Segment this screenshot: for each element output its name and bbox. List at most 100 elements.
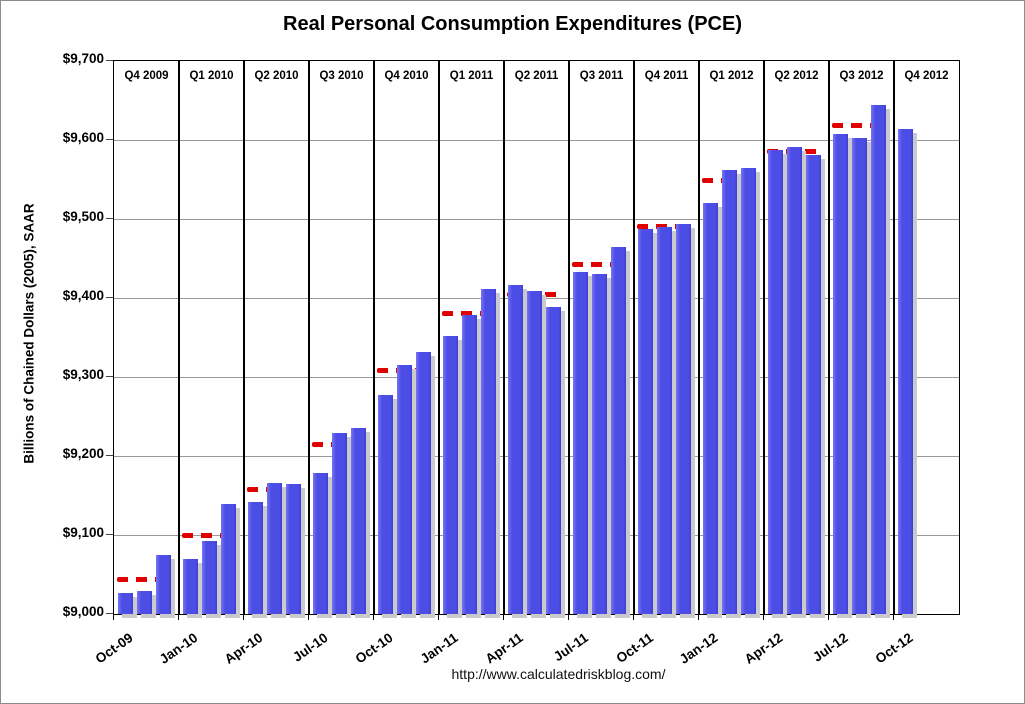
bar-feb-11: [462, 315, 477, 614]
y-tick-9000: [106, 613, 113, 614]
x-tick-label-oct-12: Oct-12: [872, 630, 916, 667]
bar-sep-10: [351, 427, 366, 614]
y-tick-9100: [106, 534, 113, 535]
quarter-average-dash-q4-2009: [117, 576, 173, 582]
bar-dec-09: [156, 554, 171, 614]
y-tick-9300: [106, 376, 113, 377]
quarter-label-q3-2012: Q3 2012: [839, 70, 884, 82]
bar-jul-11: [573, 271, 588, 614]
y-tick-label-9700: $9,700: [62, 51, 104, 66]
y-tick-label-9500: $9,500: [62, 209, 104, 224]
x-tick-label-jan-11: Jan-11: [417, 630, 461, 667]
bar-apr-10: [248, 501, 263, 614]
bar-aug-12: [852, 138, 867, 614]
quarter-label-q4-2010: Q4 2010: [384, 70, 429, 82]
x-tick-jan-11: [438, 613, 439, 620]
x-tick-oct-12: [893, 613, 894, 620]
quarter-label-q4-2009: Q4 2009: [124, 70, 169, 82]
bar-dec-11: [676, 223, 691, 614]
y-tick-9600: [106, 139, 113, 140]
y-tick-9200: [106, 455, 113, 456]
y-tick-label-9600: $9,600: [62, 130, 104, 145]
x-tick-label-jan-12: Jan-12: [676, 630, 721, 667]
quarter-label-q4-2011: Q4 2011: [644, 70, 689, 82]
bar-apr-11: [508, 285, 523, 614]
quarter-average-dash-q1-2011: [442, 310, 498, 316]
quarter-label-q4-2012: Q4 2012: [904, 70, 949, 82]
x-tick-label-oct-10: Oct-10: [352, 630, 396, 667]
x-tick-apr-11: [503, 613, 504, 620]
y-tick-label-9100: $9,100: [62, 525, 104, 540]
quarter-average-dash-q3-2011: [572, 261, 628, 267]
x-tick-oct-09: [113, 613, 114, 620]
bar-aug-11: [592, 274, 607, 614]
bar-feb-10: [202, 540, 217, 614]
bar-nov-10: [397, 365, 412, 614]
x-tick-label-jul-11: Jul-11: [550, 630, 591, 665]
x-tick-label-jul-10: Jul-10: [290, 630, 331, 665]
bar-jun-11: [546, 307, 561, 614]
quarter-label-q2-2012: Q2 2012: [774, 70, 819, 82]
bar-mar-10: [221, 504, 236, 614]
bar-oct-12: [898, 128, 913, 614]
bar-jun-12: [806, 155, 821, 614]
quarter-average-dash-q1-2010: [182, 532, 238, 538]
bar-nov-09: [137, 591, 152, 614]
bar-nov-11: [657, 226, 672, 614]
quarter-divider: [503, 61, 505, 614]
bar-sep-11: [611, 246, 626, 614]
x-tick-label-oct-11: Oct-11: [613, 630, 656, 666]
bar-may-12: [787, 147, 802, 614]
bar-oct-09: [118, 592, 133, 614]
x-tick-label-apr-10: Apr-10: [221, 630, 266, 667]
quarter-label-q1-2012: Q1 2012: [709, 70, 754, 82]
bar-jun-10: [286, 483, 301, 614]
bar-sep-12: [871, 105, 886, 614]
quarter-label-q2-2011: Q2 2011: [514, 70, 559, 82]
quarter-divider: [893, 61, 895, 614]
quarter-average-dash-q3-2012: [832, 123, 888, 129]
x-tick-apr-10: [243, 613, 244, 620]
bar-oct-11: [638, 229, 653, 614]
y-axis-label: Billions of Chained Dollars (2005), SAAR: [21, 203, 37, 464]
x-tick-label-apr-12: Apr-12: [741, 630, 786, 667]
quarter-label-q1-2010: Q1 2010: [189, 70, 234, 82]
x-tick-oct-11: [633, 613, 634, 620]
x-tick-label-jan-10: Jan-10: [156, 630, 201, 667]
quarter-label-q1-2011: Q1 2011: [449, 70, 494, 82]
bar-mar-12: [741, 168, 756, 614]
bar-jan-12: [703, 203, 718, 614]
quarter-divider: [633, 61, 635, 614]
bar-dec-10: [416, 351, 431, 614]
quarter-label-q3-2010: Q3 2010: [319, 70, 364, 82]
y-tick-label-9300: $9,300: [62, 367, 104, 382]
quarter-label-q2-2010: Q2 2010: [254, 70, 299, 82]
y-tick-label-9200: $9,200: [62, 446, 104, 461]
bar-apr-12: [768, 150, 783, 614]
source-url: http://www.calculatedriskblog.com/: [451, 666, 666, 682]
bar-may-11: [527, 290, 542, 614]
x-tick-oct-10: [373, 613, 374, 620]
quarter-divider: [763, 61, 765, 614]
x-tick-jul-10: [308, 613, 309, 620]
quarter-divider: [438, 61, 440, 614]
x-tick-jul-12: [828, 613, 829, 620]
quarter-divider: [828, 61, 830, 614]
bar-aug-10: [332, 433, 347, 614]
gridline-9600: [114, 140, 959, 141]
x-tick-label-oct-09: Oct-09: [92, 630, 136, 667]
y-tick-9400: [106, 297, 113, 298]
x-tick-label-jul-12: Jul-12: [810, 630, 851, 665]
quarter-divider: [243, 61, 245, 614]
bar-mar-11: [481, 288, 496, 614]
bar-jan-10: [183, 559, 198, 614]
bar-feb-12: [722, 170, 737, 614]
bar-jul-12: [833, 134, 848, 614]
chart-title: Real Personal Consumption Expenditures (…: [283, 13, 742, 35]
bar-may-10: [267, 482, 282, 614]
x-tick-label-apr-11: Apr-11: [482, 630, 526, 667]
x-tick-jul-11: [568, 613, 569, 620]
bar-oct-10: [378, 395, 393, 614]
quarter-label-q3-2011: Q3 2011: [579, 70, 624, 82]
